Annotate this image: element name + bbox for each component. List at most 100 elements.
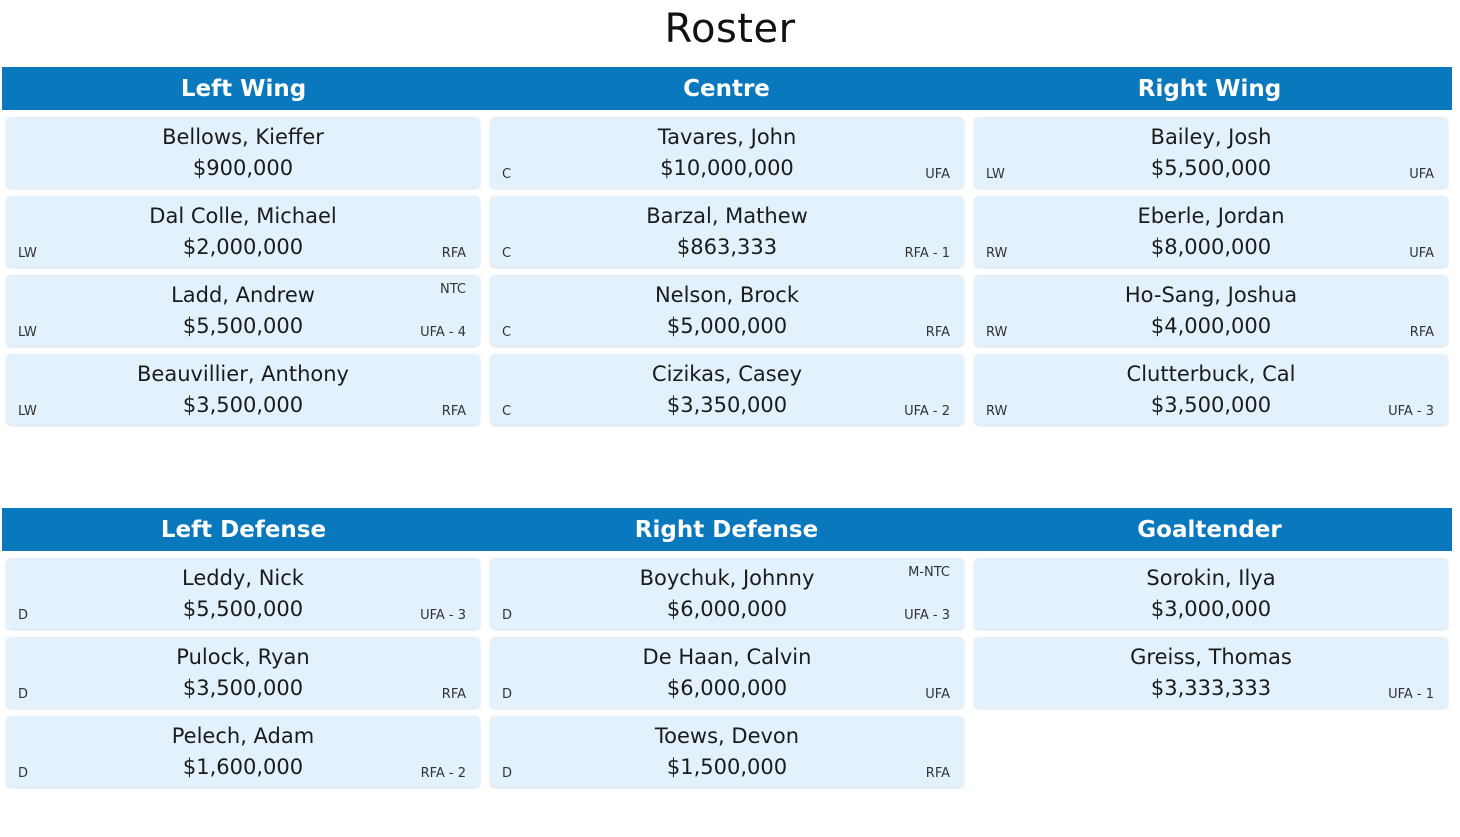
player-name: Ho-Sang, Joshua xyxy=(1124,283,1298,307)
player-card[interactable]: Boychuk, Johnny $6,000,000 D UFA - 3 M-NTC xyxy=(490,558,964,629)
player-contract-status: RFA xyxy=(925,766,950,781)
column-header-right-defense: Right Defense xyxy=(634,517,819,543)
player-contract-status: UFA - 4 xyxy=(420,325,466,340)
player-name: De Haan, Calvin xyxy=(642,645,812,669)
player-salary: $3,333,333 xyxy=(1150,676,1272,700)
player-position: RW xyxy=(986,404,1008,419)
player-name: Cizikas, Casey xyxy=(651,362,803,386)
player-card[interactable]: Greiss, Thomas $3,333,333 UFA - 1 xyxy=(974,637,1448,708)
player-name: Boychuk, Johnny xyxy=(639,566,815,590)
player-salary: $5,000,000 xyxy=(666,314,788,338)
player-name: Bellows, Kieffer xyxy=(162,125,324,149)
player-card[interactable]: Toews, Devon $1,500,000 D RFA xyxy=(490,716,964,787)
player-contract-status: UFA - 3 xyxy=(420,608,466,623)
player-salary: $10,000,000 xyxy=(660,156,794,180)
player-card[interactable]: Nelson, Brock $5,000,000 C RFA xyxy=(490,275,964,346)
player-position: C xyxy=(502,246,512,261)
player-card[interactable]: Sorokin, Ilya $3,000,000 xyxy=(974,558,1448,629)
player-salary: $3,000,000 xyxy=(1150,597,1272,621)
player-salary: $863,333 xyxy=(676,235,778,259)
player-card[interactable]: Pelech, Adam $1,600,000 D RFA - 2 xyxy=(6,716,480,787)
player-contract-status: RFA - 1 xyxy=(904,246,950,261)
player-position: D xyxy=(18,608,29,623)
forwards-section: Left Wing Centre Right Wing Bellows, Kie… xyxy=(2,67,1452,425)
player-name: Pulock, Ryan xyxy=(176,645,310,669)
player-salary: $3,500,000 xyxy=(182,393,304,417)
player-name: Greiss, Thomas xyxy=(1130,645,1292,669)
player-card[interactable]: De Haan, Calvin $6,000,000 D UFA xyxy=(490,637,964,708)
player-contract-status: UFA xyxy=(925,687,950,702)
player-card[interactable]: Clutterbuck, Cal $3,500,000 RW UFA - 3 xyxy=(974,354,1448,425)
player-name: Beauvillier, Anthony xyxy=(137,362,349,386)
player-position: RW xyxy=(986,246,1008,261)
player-position: D xyxy=(18,766,29,781)
player-salary: $900,000 xyxy=(192,156,294,180)
player-card[interactable]: Tavares, John $10,000,000 C UFA xyxy=(490,117,964,188)
player-salary: $4,000,000 xyxy=(1150,314,1272,338)
defense-goalie-section: Left Defense Right Defense Goaltender Le… xyxy=(2,508,1452,787)
player-position: RW xyxy=(986,325,1008,340)
player-contract-status: UFA - 3 xyxy=(1388,404,1434,419)
player-name: Barzal, Mathew xyxy=(646,204,808,228)
player-card[interactable]: Barzal, Mathew $863,333 C RFA - 1 xyxy=(490,196,964,267)
player-position: C xyxy=(502,167,512,182)
player-position: D xyxy=(18,687,29,702)
player-position: C xyxy=(502,325,512,340)
player-salary: $6,000,000 xyxy=(666,597,788,621)
player-contract-status: RFA xyxy=(441,687,466,702)
column-header-left-wing: Left Wing xyxy=(180,76,307,102)
player-contract-status: RFA xyxy=(925,325,950,340)
player-position: LW xyxy=(18,404,37,419)
column-header-goaltender: Goaltender xyxy=(1137,517,1282,543)
player-trade-clause: NTC xyxy=(440,282,466,297)
player-position: LW xyxy=(18,325,37,340)
player-position: D xyxy=(502,687,513,702)
player-contract-status: UFA xyxy=(1409,246,1434,261)
player-position: C xyxy=(502,404,512,419)
player-name: Eberle, Jordan xyxy=(1137,204,1285,228)
player-card[interactable]: Pulock, Ryan $3,500,000 D RFA xyxy=(6,637,480,708)
player-contract-status: RFA - 2 xyxy=(420,766,466,781)
player-contract-status: UFA - 1 xyxy=(1388,687,1434,702)
player-salary: $5,500,000 xyxy=(1150,156,1272,180)
player-salary: $3,500,000 xyxy=(182,676,304,700)
player-salary: $3,500,000 xyxy=(1150,393,1272,417)
player-salary: $5,500,000 xyxy=(182,314,304,338)
player-card[interactable]: Beauvillier, Anthony $3,500,000 LW RFA xyxy=(6,354,480,425)
player-card[interactable]: Ladd, Andrew $5,500,000 LW UFA - 4 NTC xyxy=(6,275,480,346)
player-trade-clause: M-NTC xyxy=(908,565,950,580)
column-header-left-defense: Left Defense xyxy=(160,517,327,543)
player-card[interactable]: Bellows, Kieffer $900,000 xyxy=(6,117,480,188)
player-salary: $1,500,000 xyxy=(666,755,788,779)
player-name: Leddy, Nick xyxy=(182,566,304,590)
player-salary: $3,350,000 xyxy=(666,393,788,417)
player-position: LW xyxy=(18,246,37,261)
player-position: LW xyxy=(986,167,1005,182)
player-card[interactable]: Bailey, Josh $5,500,000 LW UFA xyxy=(974,117,1448,188)
player-contract-status: RFA xyxy=(1409,325,1434,340)
player-contract-status: UFA - 2 xyxy=(904,404,950,419)
player-name: Bailey, Josh xyxy=(1150,125,1272,149)
page-title: Roster xyxy=(664,6,796,52)
player-salary: $2,000,000 xyxy=(182,235,304,259)
player-contract-status: RFA xyxy=(441,246,466,261)
player-name: Ladd, Andrew xyxy=(171,283,315,307)
player-contract-status: RFA xyxy=(441,404,466,419)
player-card[interactable]: Ho-Sang, Joshua $4,000,000 RW RFA xyxy=(974,275,1448,346)
player-name: Pelech, Adam xyxy=(171,724,315,748)
player-position: D xyxy=(502,608,513,623)
player-card[interactable]: Dal Colle, Michael $2,000,000 LW RFA xyxy=(6,196,480,267)
player-card[interactable]: Leddy, Nick $5,500,000 D UFA - 3 xyxy=(6,558,480,629)
player-salary: $8,000,000 xyxy=(1150,235,1272,259)
player-name: Sorokin, Ilya xyxy=(1146,566,1276,590)
player-card[interactable]: Cizikas, Casey $3,350,000 C UFA - 2 xyxy=(490,354,964,425)
player-name: Toews, Devon xyxy=(654,724,800,748)
defense-header-bar: Left Defense Right Defense Goaltender xyxy=(2,508,1452,551)
player-card[interactable]: Eberle, Jordan $8,000,000 RW UFA xyxy=(974,196,1448,267)
column-header-centre: Centre xyxy=(683,76,770,102)
player-contract-status: UFA xyxy=(1409,167,1434,182)
player-name: Tavares, John xyxy=(657,125,797,149)
player-name: Clutterbuck, Cal xyxy=(1126,362,1296,386)
player-contract-status: UFA xyxy=(925,167,950,182)
player-name: Dal Colle, Michael xyxy=(149,204,337,228)
